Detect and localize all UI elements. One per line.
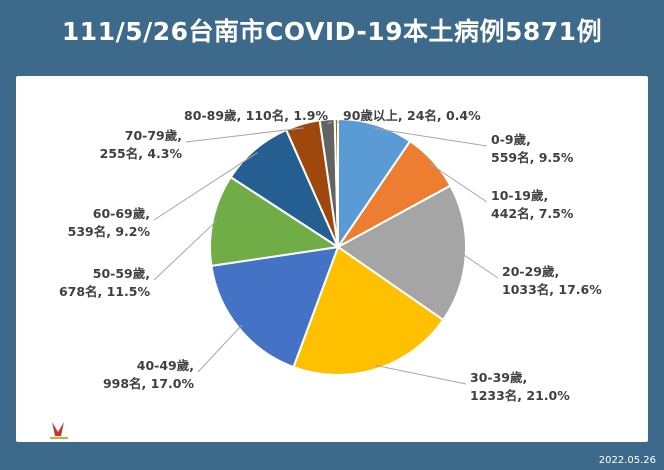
pie-slice-3 [292, 245, 445, 376]
leader-line-3 [375, 364, 467, 385]
pie-slice-0 [337, 117, 412, 251]
chart-panel: 0-9歲, 559名, 9.5% 10-19歲, 442名, 7.5% 20-29歲, 1… [16, 76, 648, 442]
data-label-8: 80-89歲, 110名, 1.9% [184, 108, 328, 123]
data-label-3: 30-39歲, 1233名, 21.0% [470, 370, 570, 403]
data-label-1: 10-19歲, 442名, 7.5% [491, 188, 574, 221]
data-label-6: 60-69歲, 539名, 9.2% [68, 206, 151, 239]
leader-line-0 [374, 128, 488, 147]
leader-line-4 [197, 324, 243, 373]
leader-line-6 [153, 152, 258, 221]
tainan-logo: 臺南 [24, 422, 68, 439]
footer-date: 2022.05.26 [598, 455, 656, 466]
leader-line-9 [336, 121, 340, 124]
pie-slice-4 [210, 245, 340, 369]
data-label-5: 50-59歲, 678名, 11.5% [59, 266, 151, 299]
leader-line-1 [429, 163, 488, 203]
leader-line-8 [327, 121, 333, 124]
svg-text:臺南: 臺南 [24, 423, 44, 436]
pie-slice-5 [209, 175, 341, 268]
pie-slice-2 [336, 184, 467, 322]
leader-line-2 [461, 253, 499, 279]
data-label-2: 20-29歲, 1033名, 17.6% [502, 264, 602, 297]
chart-title: 111/5/26台南市COVID-19本土病例5871例 [61, 17, 603, 46]
title-bar: 111/5/26台南市COVID-19本土病例5871例 [0, 0, 664, 60]
pie-chart: 0-9歲, 559名, 9.5% 10-19歲, 442名, 7.5% 20-29歲, 1… [59, 108, 602, 403]
data-label-7: 70-79歲, 255名, 4.3% [100, 128, 183, 161]
data-label-4: 40-49歲, 998名, 17.0% [103, 358, 195, 391]
pie-slice-9 [333, 117, 339, 248]
data-label-0: 0-9歲, 559名, 9.5% [491, 132, 574, 165]
leader-line-5 [153, 220, 218, 281]
data-label-9: 90歲以上, 24名, 0.4% [343, 108, 481, 123]
leader-line-7 [185, 127, 304, 143]
